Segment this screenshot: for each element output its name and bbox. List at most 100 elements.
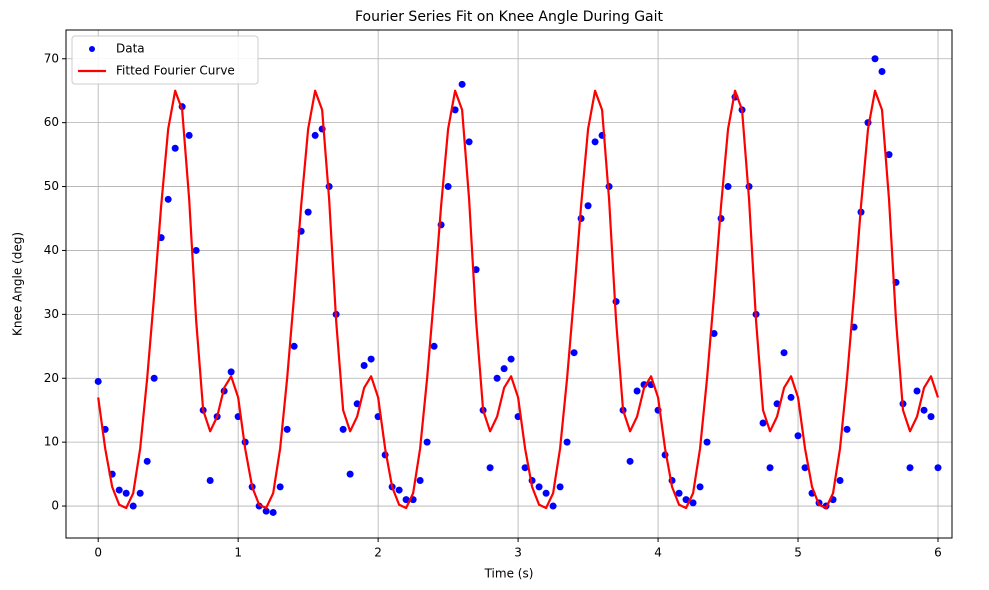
data-point [360, 361, 368, 369]
data-point [304, 208, 312, 216]
data-point [633, 387, 641, 395]
data-point [367, 355, 375, 363]
data-point [129, 502, 137, 510]
data-point [801, 464, 809, 472]
plot-area [94, 55, 942, 516]
data-point [794, 432, 802, 440]
y-tick-label: 20 [44, 371, 59, 385]
data-point [192, 246, 200, 254]
axes-frame [65, 29, 953, 539]
legend-label: Data [116, 42, 145, 56]
data-point [346, 470, 354, 478]
data-point [710, 330, 718, 338]
data-point [787, 393, 795, 401]
y-axis-label: Knee Angle (deg) [11, 232, 25, 336]
data-point [871, 55, 879, 63]
y-tick-label: 70 [44, 51, 59, 65]
data-point [465, 138, 473, 146]
x-tick-label: 3 [514, 546, 522, 560]
data-point [521, 464, 529, 472]
y-tick-label: 10 [44, 435, 59, 449]
data-point [563, 438, 571, 446]
data-point [927, 413, 935, 421]
data-point [171, 144, 179, 152]
data-point [143, 457, 151, 465]
data-point [402, 496, 410, 504]
data-point [780, 349, 788, 357]
data-point [290, 342, 298, 350]
data-point [269, 508, 277, 516]
data-point [703, 438, 711, 446]
data-point [878, 68, 886, 76]
data-point [115, 486, 123, 494]
data-point [185, 131, 193, 139]
data-point [276, 483, 284, 491]
data-point [759, 419, 767, 427]
data-point [934, 464, 942, 472]
data-point [570, 349, 578, 357]
legend-marker [89, 46, 95, 52]
y-tick-label: 40 [44, 243, 59, 257]
data-point [591, 138, 599, 146]
x-tick-label: 0 [94, 546, 102, 560]
data-point [458, 80, 466, 88]
y-tick-label: 50 [44, 179, 59, 193]
data-point [724, 183, 732, 191]
grid [66, 30, 952, 538]
data-point [339, 425, 347, 433]
fit-line [97, 89, 940, 510]
data-point [493, 374, 501, 382]
legend: Data Fitted Fourier Curve [71, 35, 259, 85]
data-point [227, 368, 235, 376]
data-point [395, 486, 403, 494]
data-point [535, 483, 543, 491]
y-tick-label: 0 [51, 499, 59, 513]
x-axis-label: Time (s) [484, 567, 534, 581]
data-point [836, 476, 844, 484]
data-point [423, 438, 431, 446]
data-point [262, 507, 270, 515]
y-tick-label: 60 [44, 115, 59, 129]
data-point [500, 365, 508, 373]
data-point [507, 355, 515, 363]
data-point [416, 476, 424, 484]
x-tick-label: 5 [794, 546, 802, 560]
data-point [906, 464, 914, 472]
data-point [626, 457, 634, 465]
data-point [920, 406, 928, 414]
data-point [283, 425, 291, 433]
y-tick-label: 30 [44, 307, 59, 321]
data-point [675, 489, 683, 497]
data-point [682, 496, 690, 504]
x-tick-label: 2 [374, 546, 382, 560]
data-point [542, 489, 550, 497]
data-point [689, 499, 697, 507]
data-point [136, 489, 144, 497]
data-point [549, 502, 557, 510]
data-point [430, 342, 438, 350]
data-point [164, 195, 172, 203]
data-point [766, 464, 774, 472]
x-tick-label: 6 [934, 546, 942, 560]
x-tick-label: 4 [654, 546, 662, 560]
data-point [150, 374, 158, 382]
data-point [206, 476, 214, 484]
chart-title: Fourier Series Fit on Knee Angle During … [355, 9, 664, 25]
data-point [843, 425, 851, 433]
data-point [444, 183, 452, 191]
data-point [486, 464, 494, 472]
data-point [122, 489, 130, 497]
data-point [451, 106, 459, 114]
data-point [913, 387, 921, 395]
data-point [94, 377, 102, 385]
data-point [885, 151, 893, 159]
data-point [696, 483, 704, 491]
legend-box [71, 35, 259, 85]
data-point [584, 202, 592, 210]
data-point [255, 502, 263, 510]
data-point [311, 131, 319, 139]
x-tick-label: 1 [234, 546, 242, 560]
data-point [556, 483, 564, 491]
